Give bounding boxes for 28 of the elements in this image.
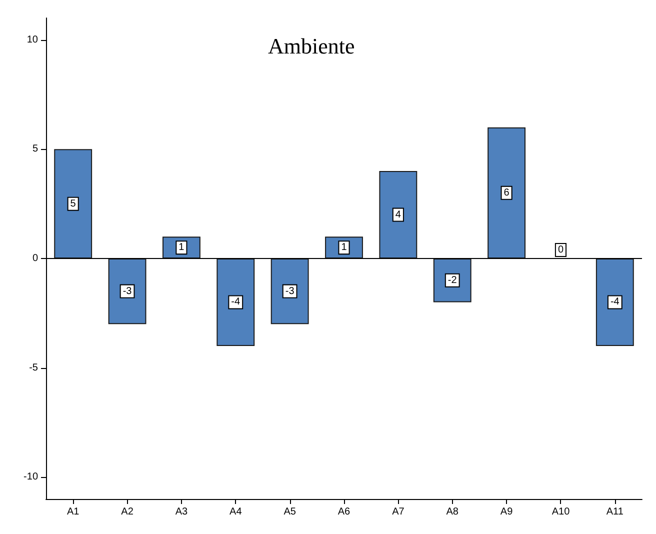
x-tick-label: A7 (392, 506, 405, 518)
x-tick-label: A3 (175, 506, 188, 518)
y-tick-label: 10 (26, 34, 38, 46)
data-label: -2 (448, 274, 458, 286)
x-tick-label: A2 (121, 506, 134, 518)
data-label: 5 (70, 198, 76, 210)
x-tick-label: A11 (606, 506, 624, 518)
data-label: 0 (558, 244, 564, 256)
data-label: -4 (231, 296, 241, 308)
y-tick-label: 0 (32, 253, 38, 264)
x-tick-label: A6 (338, 506, 351, 518)
data-label: 1 (178, 242, 185, 254)
x-tick-label: A5 (284, 506, 296, 518)
text: Ambiente (268, 34, 355, 58)
x-tick-label: A4 (230, 506, 242, 518)
y-tick-label: -10 (24, 472, 38, 483)
x-tick-label: A10 (552, 506, 570, 518)
data-label: -3 (122, 286, 132, 297)
y-tick-label: -5 (29, 362, 38, 374)
data-label: -4 (610, 296, 620, 308)
x-tick-label: A8 (446, 506, 459, 518)
data-label: 6 (504, 187, 510, 198)
data-label: -3 (285, 286, 295, 297)
y-tick-label: 5 (32, 144, 38, 155)
x-tick-label: A9 (500, 506, 514, 518)
data-label: 4 (395, 209, 402, 220)
x-tick-label: A1 (66, 506, 80, 518)
data-label: 1 (341, 242, 348, 254)
